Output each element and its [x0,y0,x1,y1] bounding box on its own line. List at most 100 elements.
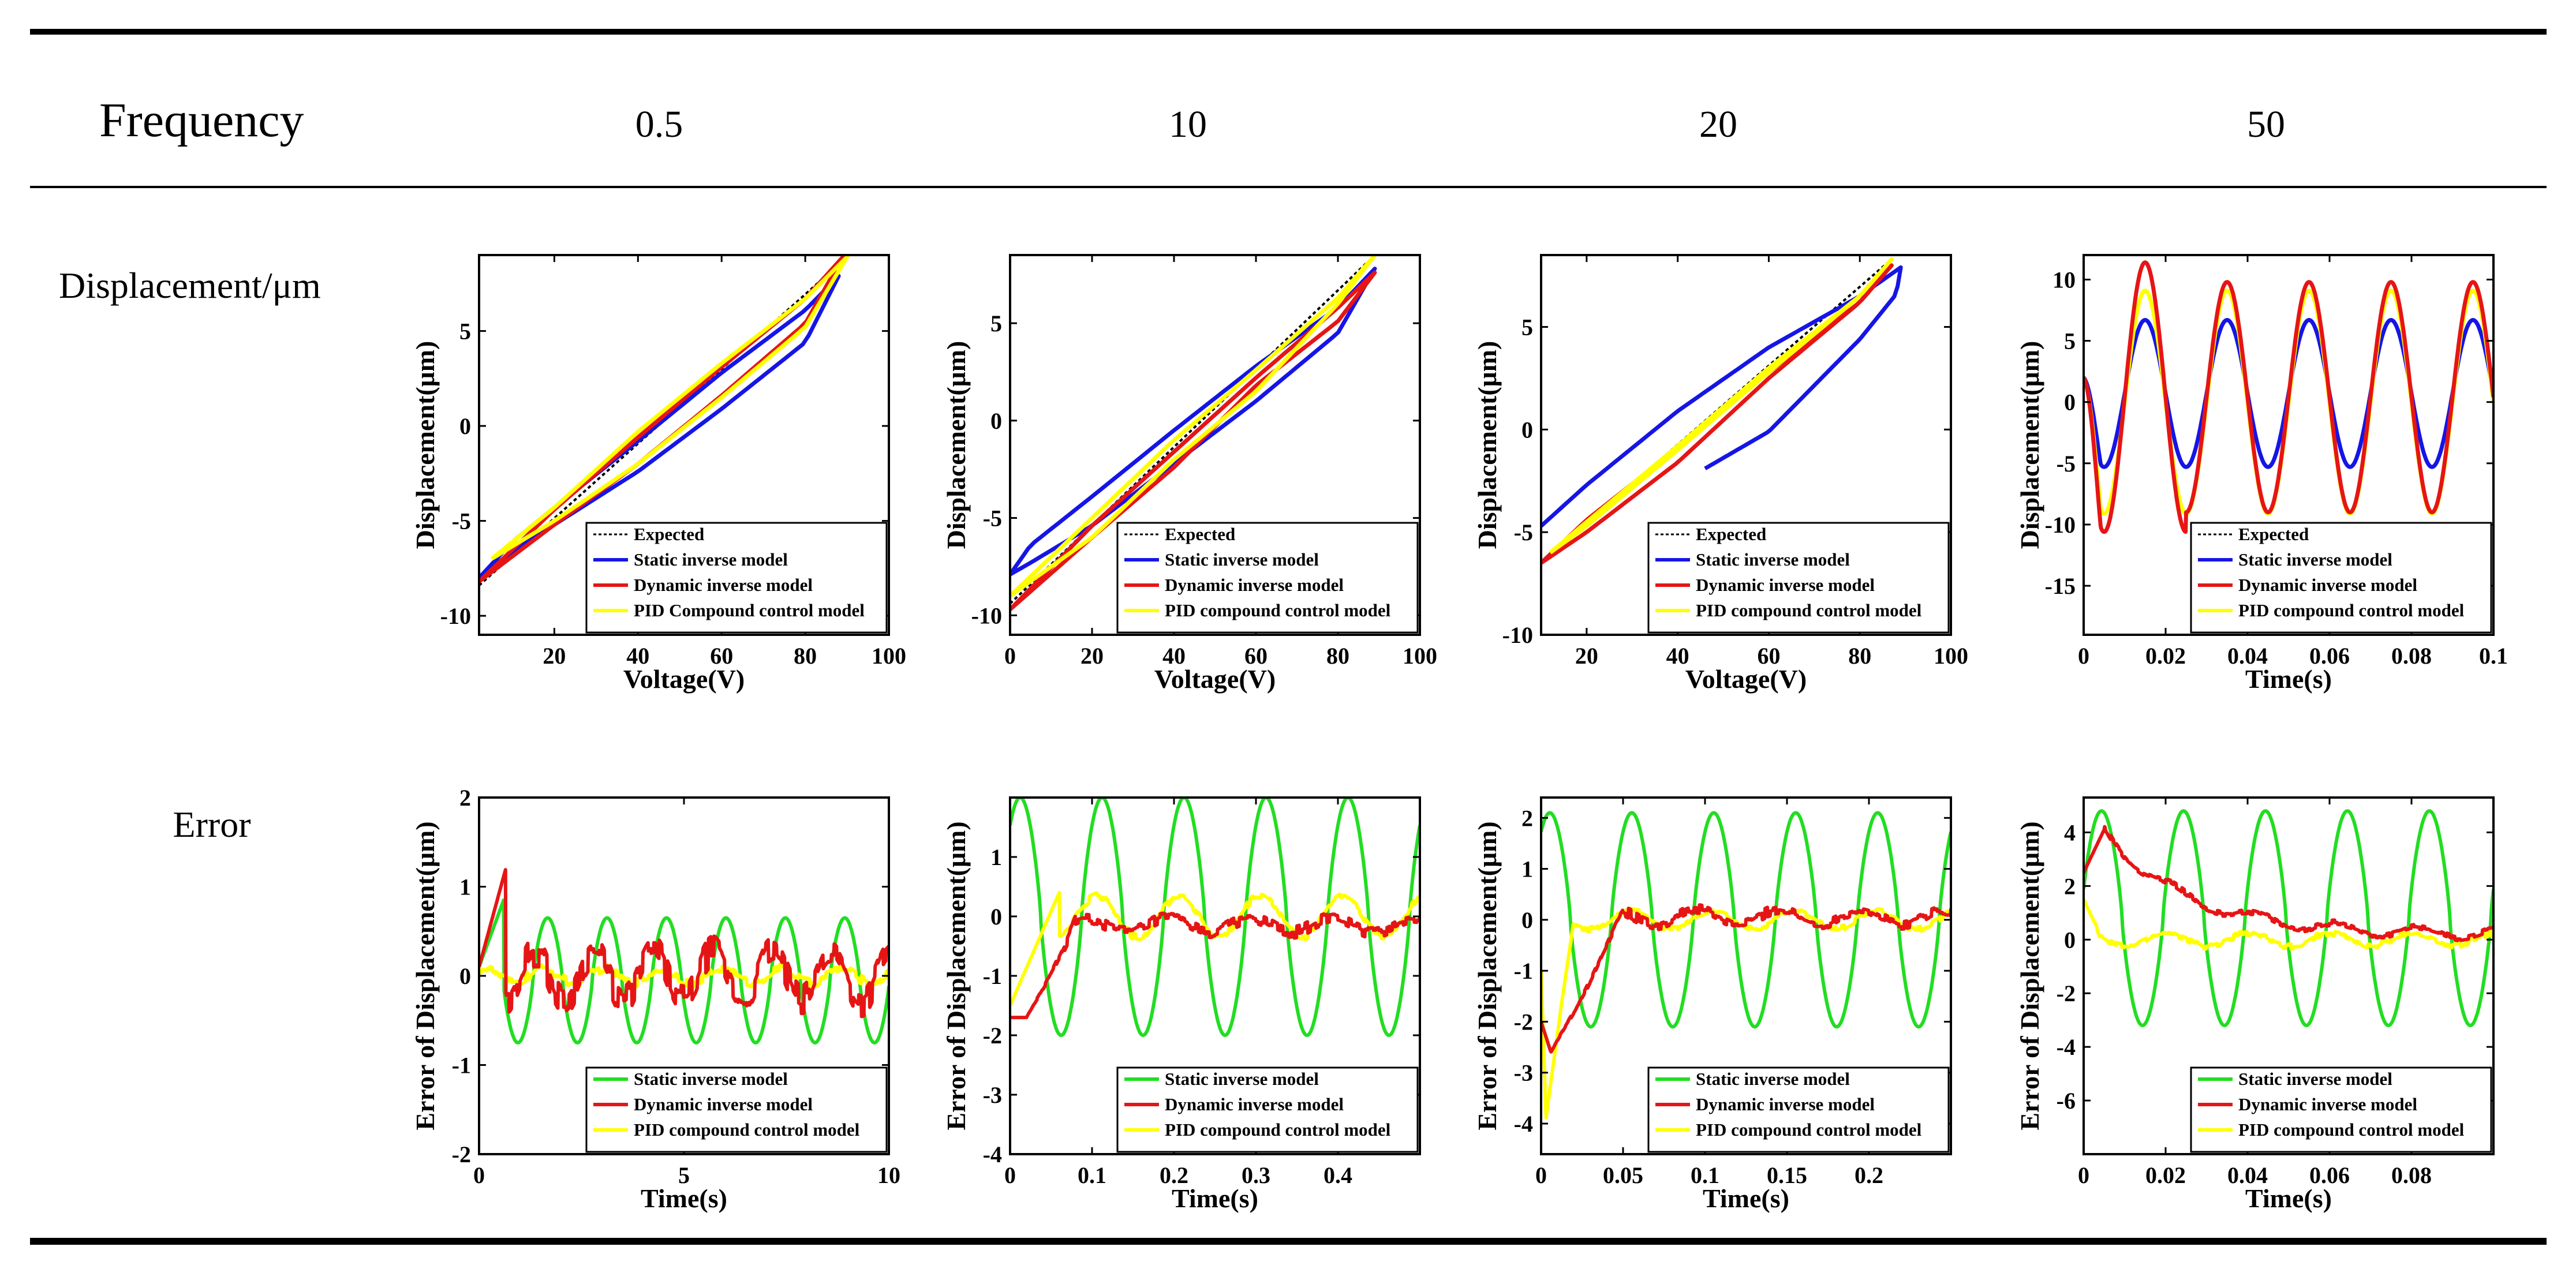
legend: Static inverse model Dynamic inverse mode… [1116,1066,1419,1153]
axes-frame [478,254,890,636]
y-tick-label: -4 [2057,1034,2076,1060]
y-tick-label: 1 [990,844,1002,870]
legend-label: Dynamic inverse model [1696,1094,1875,1114]
legend-box [585,522,888,634]
plot-area [479,255,850,586]
y-axis-label: Displacement(μm) [1472,341,1502,549]
x-tick-label: 0.2 [1855,1162,1883,1188]
axes-frame [1009,254,1421,636]
plot-area [2084,809,2493,1027]
legend: Static inverse model Dynamic inverse mode… [585,1066,888,1153]
y-tick-label: -5 [2057,451,2076,477]
plot-area [1541,811,1951,1120]
y-tick-label: -2 [983,1023,1002,1049]
legend-label: Expected [1696,524,1766,544]
legend-label: Expected [1165,524,1235,544]
series-pid-line [1010,255,1377,598]
legend-box [2190,1066,2492,1153]
legend-label: Static inverse model [1696,549,1850,570]
x-axis-label: Voltage(V) [623,664,745,694]
series-pid-line [2084,899,2493,951]
legend-label: Static inverse model [634,549,788,570]
chart-displacement-20: 20 40 60 80 100 -10 -5 0 5 Voltage(V) Displacement… [1472,254,1968,694]
legend-label: PID compound control model [634,1120,860,1140]
y-tick-label: 2 [1521,805,1533,831]
y-tick-label: -1 [1514,958,1533,984]
series-dynamic-line [1010,270,1377,611]
legend: Expected Static inverse model Dynamic inve… [1647,522,1950,634]
y-axis-label: Displacement(μm) [410,341,440,549]
y-tick-label: -6 [2057,1088,2076,1114]
x-tick-label: 0.2 [1160,1162,1188,1188]
x-tick-label: 20 [1081,643,1104,669]
series-pid-line [479,963,889,989]
legend-label: Dynamic inverse model [1696,575,1875,595]
y-tick-label: 10 [2052,267,2076,293]
x-tick-label: 0.08 [2391,1162,2432,1188]
legend-label: PID compound control model [1696,600,1922,620]
chart-error-50: 0 0.02 0.04 0.06 0.08 -6 -4 -2 0 2 4 Time(s) Error o… [2015,796,2495,1213]
legend-box [1116,522,1419,634]
plot-area [1010,255,1377,611]
legend-box [1647,1066,1950,1153]
y-tick-label: 0 [990,408,1002,434]
y-tick-label: -10 [1502,622,1533,648]
x-tick-label: 0.06 [2309,1162,2350,1188]
legend-label: Dynamic inverse model [2238,1094,2417,1114]
x-axis-label: Time(s) [2245,664,2332,694]
y-tick-label: -10 [971,602,1002,628]
y-tick-label: -2 [452,1141,471,1167]
x-axis-label: Time(s) [641,1184,727,1213]
y-tick-label: -5 [452,508,471,534]
chart-error-0.5: 0 5 10 -2 -1 0 1 2 Time(s) Error of Displacement(… [410,785,900,1213]
y-tick-label: -10 [440,603,471,629]
y-tick-label: 2 [459,785,471,811]
y-tick-label: -4 [983,1141,1002,1167]
x-tick-label: 0.06 [2309,643,2350,669]
x-tick-label: 0 [2078,1162,2089,1188]
top-rule [30,29,2547,35]
y-axis-label: Displacement(μm) [941,341,971,549]
x-tick-label: 100 [872,643,906,669]
x-tick-label: 0.08 [2391,643,2432,669]
x-tick-label: 40 [1162,643,1186,669]
y-tick-label: -2 [1514,1009,1533,1035]
x-tick-label: 0.04 [2227,1162,2268,1188]
x-tick-label: 0 [1535,1162,1547,1188]
x-tick-label: 0.02 [2145,1162,2186,1188]
plot-area [1010,798,1420,1037]
series-dynamic-line [479,868,889,1019]
y-tick-label: 0 [459,413,471,439]
series-dynamic-line [2084,825,2493,942]
axes-frame [2083,796,2495,1155]
y-axis-label: Displacement(μm) [2015,341,2044,549]
series-pid-line [1541,907,1951,1120]
x-tick-label: 0 [1004,1162,1016,1188]
axes-frame [1540,796,1952,1155]
chart-error-20: 0 0.05 0.1 0.15 0.2 -4 -3 -2 -1 0 1 2 Time(s) Error o… [1472,796,1952,1213]
y-tick-label: 4 [2064,819,2076,845]
y-tick-label: 2 [2064,873,2076,899]
legend: Expected Static inverse model Dynamic inve… [585,522,888,634]
frequency-0.5: 0.5 [635,103,683,145]
legend-label: Static inverse model [1696,1069,1850,1089]
x-tick-label: 20 [543,643,566,669]
legend-label: Dynamic inverse model [1165,575,1344,595]
x-axis-label: Time(s) [1172,1184,1258,1213]
legend-label: Static inverse model [1165,1069,1319,1089]
legend-label: Static inverse model [1165,549,1319,570]
x-tick-label: 0 [1004,643,1016,669]
chart-error-10: 0 0.1 0.2 0.3 0.4 -4 -3 -2 -1 0 1 Time(s) Error of D… [941,796,1421,1213]
chart-displacement-10: 0 20 40 60 80 100 -10 -5 0 5 Voltage(V) Displacemen… [941,254,1437,694]
y-axis-label: Error of Displacement(μm) [410,821,440,1130]
y-tick-label: 5 [459,319,471,345]
legend-label: Expected [2238,524,2309,544]
legend: Expected Static inverse model Dynamic inve… [1116,522,1419,634]
legend: Expected Static inverse model Dynamic inve… [2190,522,2492,634]
series-static_error-line [479,898,889,1045]
y-tick-label: -3 [983,1082,1002,1108]
x-tick-label: 100 [1934,643,1968,669]
x-tick-label: 5 [678,1162,690,1188]
y-tick-label: 5 [1521,314,1533,340]
series-dynamic-line [1541,903,1951,1054]
